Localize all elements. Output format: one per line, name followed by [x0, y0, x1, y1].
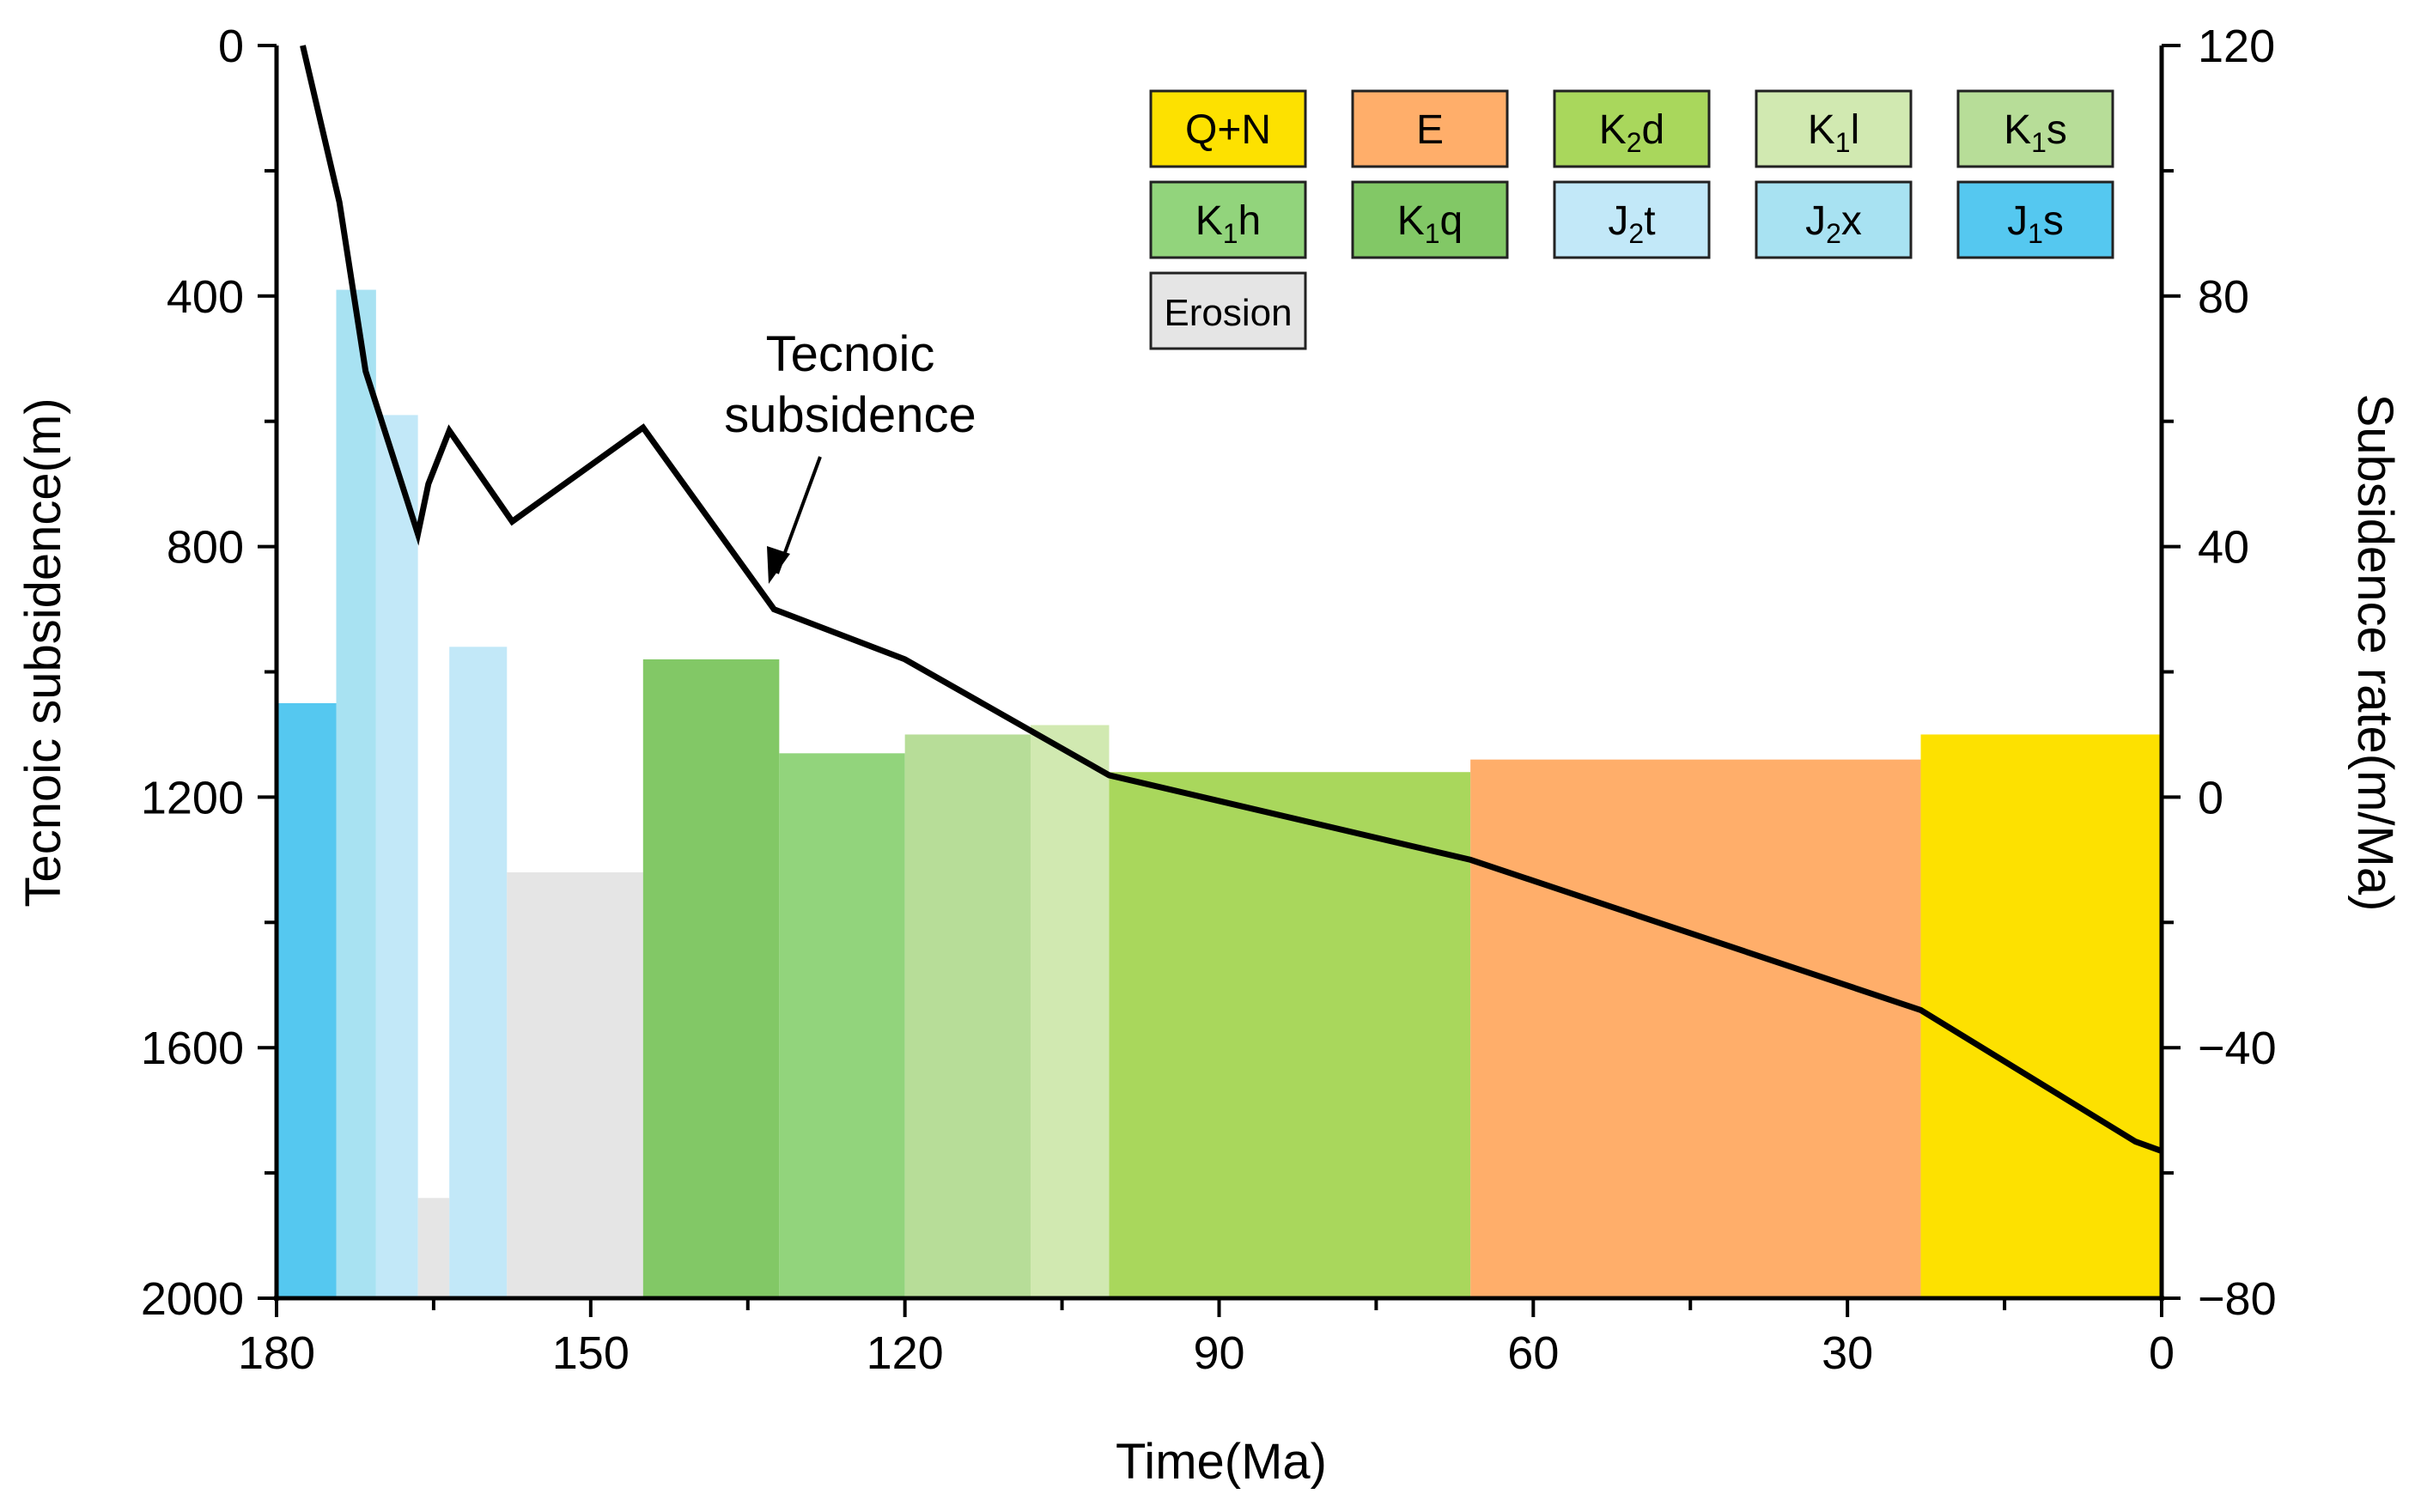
- x-tick-label: 120: [867, 1327, 944, 1379]
- y-axis-left-title: Tecnoic subsidence(m): [15, 398, 71, 907]
- legend-label-k1q: K1q: [1397, 198, 1463, 249]
- bar-k1l-9: [1031, 725, 1110, 1298]
- bar-qn-12: [1920, 734, 2162, 1298]
- x-tick-label: 90: [1193, 1327, 1244, 1379]
- rate-bars: [277, 289, 2162, 1298]
- legend-label-j2x: J2x: [1805, 198, 1862, 249]
- legend-label-qn: Q+N: [1185, 107, 1271, 153]
- bar-k2d-10: [1109, 772, 1471, 1298]
- bar-j2x-1: [336, 289, 376, 1298]
- bar-k1h-7: [779, 753, 905, 1298]
- bar-k1s-8: [904, 734, 1031, 1298]
- legend-swatch-e: [1351, 89, 1509, 168]
- y-right-tick-label: −80: [2198, 1273, 2277, 1325]
- legend-swatch-k1q: [1351, 180, 1509, 259]
- line-annotation: Tecnoic subsidence: [724, 326, 976, 584]
- annotation-line-1: Tecnoic: [766, 326, 935, 382]
- legend: Q+N E K2d K1l K1s K1h K1q J2t J2x J1s Erosion: [1149, 89, 2114, 350]
- legend-label-j2t: J2t: [1608, 198, 1655, 249]
- y-left-tick-label: 2000: [141, 1273, 244, 1325]
- legend-swatch-j1s: [1956, 180, 2114, 259]
- legend-swatch-erosion: [1149, 271, 1307, 350]
- x-tick-label: 180: [238, 1327, 315, 1379]
- legend-swatch-k1s: [1956, 89, 2114, 168]
- y-right-tick-label: −40: [2198, 1023, 2277, 1074]
- legend-swatch-j2x: [1755, 180, 1913, 259]
- annotation-arrowhead: [767, 546, 790, 584]
- y-right-tick-label: 80: [2198, 271, 2249, 323]
- legend-swatch-j2t: [1553, 180, 1711, 259]
- x-tick-label: 60: [1507, 1327, 1559, 1379]
- legend-label-k1h: K1h: [1195, 198, 1262, 249]
- x-tick-label: 150: [552, 1327, 630, 1379]
- x-axis-title: Time(Ma): [1116, 1434, 1327, 1490]
- legend-label-erosion: Erosion: [1164, 292, 1292, 334]
- legend-label-k2d: K2d: [1599, 107, 1665, 158]
- legend-label-k1l: K1l: [1808, 107, 1859, 158]
- legend-swatch-k2d: [1553, 89, 1711, 168]
- bar-j1s-0: [277, 702, 337, 1298]
- y-axis-right-title: Subsidence rate(m/Ma): [2347, 394, 2403, 912]
- bar-k1q-6: [642, 659, 780, 1298]
- axis-ticks: 180 150 120 90 60 30 0040080012001600200012080…: [141, 21, 2277, 1379]
- legend-swatch-k1l: [1755, 89, 1913, 168]
- legend-label-j1s: J1s: [2007, 198, 2064, 249]
- x-tick-label: 0: [2149, 1327, 2175, 1379]
- y-right-tick-label: 120: [2198, 21, 2275, 72]
- y-left-tick-label: 800: [167, 522, 244, 574]
- y-left-tick-label: 0: [218, 21, 244, 72]
- bar-erosion-5: [507, 871, 643, 1298]
- x-tick-label: 30: [1822, 1327, 1873, 1379]
- legend-label-e: E: [1416, 107, 1444, 153]
- y-left-tick-label: 400: [167, 271, 244, 323]
- legend-label-k1s: K1s: [2004, 107, 2067, 158]
- annotation-line-2: subsidence: [724, 387, 976, 443]
- bar-j2t-4: [449, 647, 508, 1298]
- y-left-tick-label: 1600: [141, 1023, 244, 1074]
- legend-swatch-k1h: [1149, 180, 1307, 259]
- legend-swatch-qn: [1149, 89, 1307, 168]
- series-line-tecnoic-subsidence: [300, 45, 2163, 1154]
- y-left-tick-label: 1200: [141, 772, 244, 823]
- bar-e-11: [1470, 759, 1921, 1298]
- y-right-tick-label: 40: [2198, 522, 2249, 574]
- bar-erosion-3: [417, 1198, 450, 1298]
- y-right-tick-label: 0: [2198, 772, 2223, 823]
- bar-j2t-2: [375, 415, 418, 1298]
